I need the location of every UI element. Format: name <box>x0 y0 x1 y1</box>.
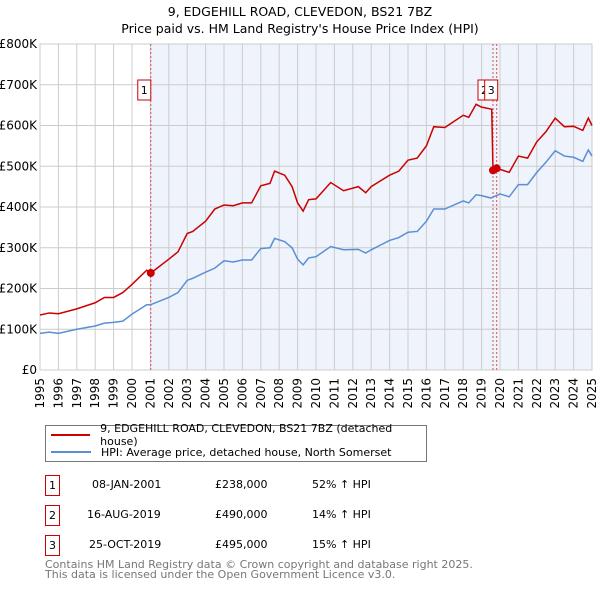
transaction-hpi: 52% ↑ HPI <box>312 478 371 491</box>
x-tick-label: 2024 <box>567 378 581 409</box>
x-tick-label: 1999 <box>107 378 121 409</box>
legend: 9, EDGEHILL ROAD, CLEVEDON, BS21 7BZ (de… <box>45 422 427 462</box>
chart-title: 9, EDGEHILL ROAD, CLEVEDON, BS21 7BZ <box>167 4 433 19</box>
x-tick-label: 1996 <box>51 378 65 409</box>
legend-item-property: 9, EDGEHILL ROAD, CLEVEDON, BS21 7BZ (de… <box>51 422 426 448</box>
x-tick-label: 2007 <box>254 378 268 409</box>
transaction-price: £495,000 <box>215 538 268 551</box>
transaction-marker: 2 <box>45 505 60 526</box>
y-tick-label: £400K <box>0 200 38 214</box>
x-tick-label: 2017 <box>438 378 452 409</box>
x-tick-label: 2002 <box>162 378 176 409</box>
plot-frame <box>39 43 593 371</box>
legend-item-hpi: HPI: Average price, detached house, Nort… <box>51 444 391 460</box>
transaction-hpi: 15% ↑ HPI <box>312 538 371 551</box>
annotation-label: 3 <box>488 84 495 97</box>
x-tick-label: 2014 <box>383 378 397 409</box>
transaction-marker: 3 <box>45 535 60 556</box>
x-tick-label: 2016 <box>419 378 433 409</box>
footer-copyright: Contains HM Land Registry data © Crown c… <box>45 558 473 571</box>
footer: Contains HM Land Registry data © Crown c… <box>45 558 473 581</box>
y-tick-label: £200K <box>0 282 38 296</box>
x-tick-label: 2018 <box>456 378 470 409</box>
y-tick-label: £700K <box>0 78 38 92</box>
x-tick-label: 1997 <box>70 378 84 409</box>
x-tick-label: 2022 <box>530 378 544 409</box>
transaction-row: 1 08-JAN-2001 £238,000 52% ↑ HPI <box>45 475 465 496</box>
x-tick-label: 2006 <box>235 378 249 409</box>
transaction-hpi: 14% ↑ HPI <box>312 508 371 521</box>
transaction-marker: 1 <box>45 475 60 496</box>
sale-point <box>146 269 155 278</box>
sale-point <box>492 164 501 173</box>
x-tick-label: 2019 <box>475 378 489 409</box>
x-tick-label: 2005 <box>217 378 231 409</box>
legend-swatch-hpi <box>51 451 91 453</box>
annotation-box <box>484 79 499 101</box>
x-tick-label: 2023 <box>548 378 562 409</box>
y-tick-label: £600K <box>0 119 38 133</box>
y-tick-label: £0 <box>22 363 37 377</box>
transaction-price: £490,000 <box>215 508 268 521</box>
y-tick-label: £100K <box>0 322 38 336</box>
x-tick-label: 2000 <box>125 378 139 409</box>
x-tick-label: 2010 <box>309 378 323 409</box>
hpi-line <box>39 148 593 335</box>
legend-swatch-property <box>51 434 91 436</box>
x-tick-label: 1995 <box>33 378 47 409</box>
x-tick-label: 2001 <box>143 378 157 409</box>
x-tick-label: 1998 <box>88 378 102 409</box>
transaction-date: 25-OCT-2019 <box>89 538 162 551</box>
price-chart: £0 £100K £200K £300K £400K £500K £600K £700K £80… <box>0 37 599 409</box>
annotation-label: 1 <box>141 84 148 97</box>
transaction-row: 2 16-AUG-2019 £490,000 14% ↑ HPI <box>45 505 465 526</box>
transaction-row: 3 25-OCT-2019 £495,000 15% ↑ HPI <box>45 535 465 556</box>
x-tick-label: 2015 <box>401 378 415 409</box>
x-tick-label: 2011 <box>327 378 341 409</box>
y-tick-label: £300K <box>0 241 38 255</box>
chart-subtitle: Price paid vs. HM Land Registry's House … <box>121 21 479 36</box>
x-tick-label: 2025 <box>585 378 599 409</box>
footer-licence: This data is licensed under the Open Gov… <box>45 568 396 581</box>
x-tick-label: 2003 <box>180 378 194 409</box>
x-tick-label: 2021 <box>511 378 525 409</box>
x-tick-label: 2004 <box>199 378 213 409</box>
x-tick-label: 2009 <box>291 378 305 409</box>
x-tick-label: 2020 <box>493 378 507 409</box>
legend-label-property: 9, EDGEHILL ROAD, CLEVEDON, BS21 7BZ (de… <box>100 422 393 448</box>
transaction-price: £238,000 <box>215 478 268 491</box>
x-tick-label: 2012 <box>346 378 360 409</box>
annotation-box <box>137 79 152 101</box>
x-tick-label: 2013 <box>364 378 378 409</box>
legend-label-hpi: HPI: Average price, detached house, Nort… <box>101 445 392 459</box>
y-tick-label: £800K <box>0 37 38 51</box>
transaction-date: 08-JAN-2001 <box>92 478 162 491</box>
transaction-date: 16-AUG-2019 <box>87 508 161 521</box>
x-tick-label: 2008 <box>272 378 286 409</box>
y-tick-label: £500K <box>0 159 38 173</box>
